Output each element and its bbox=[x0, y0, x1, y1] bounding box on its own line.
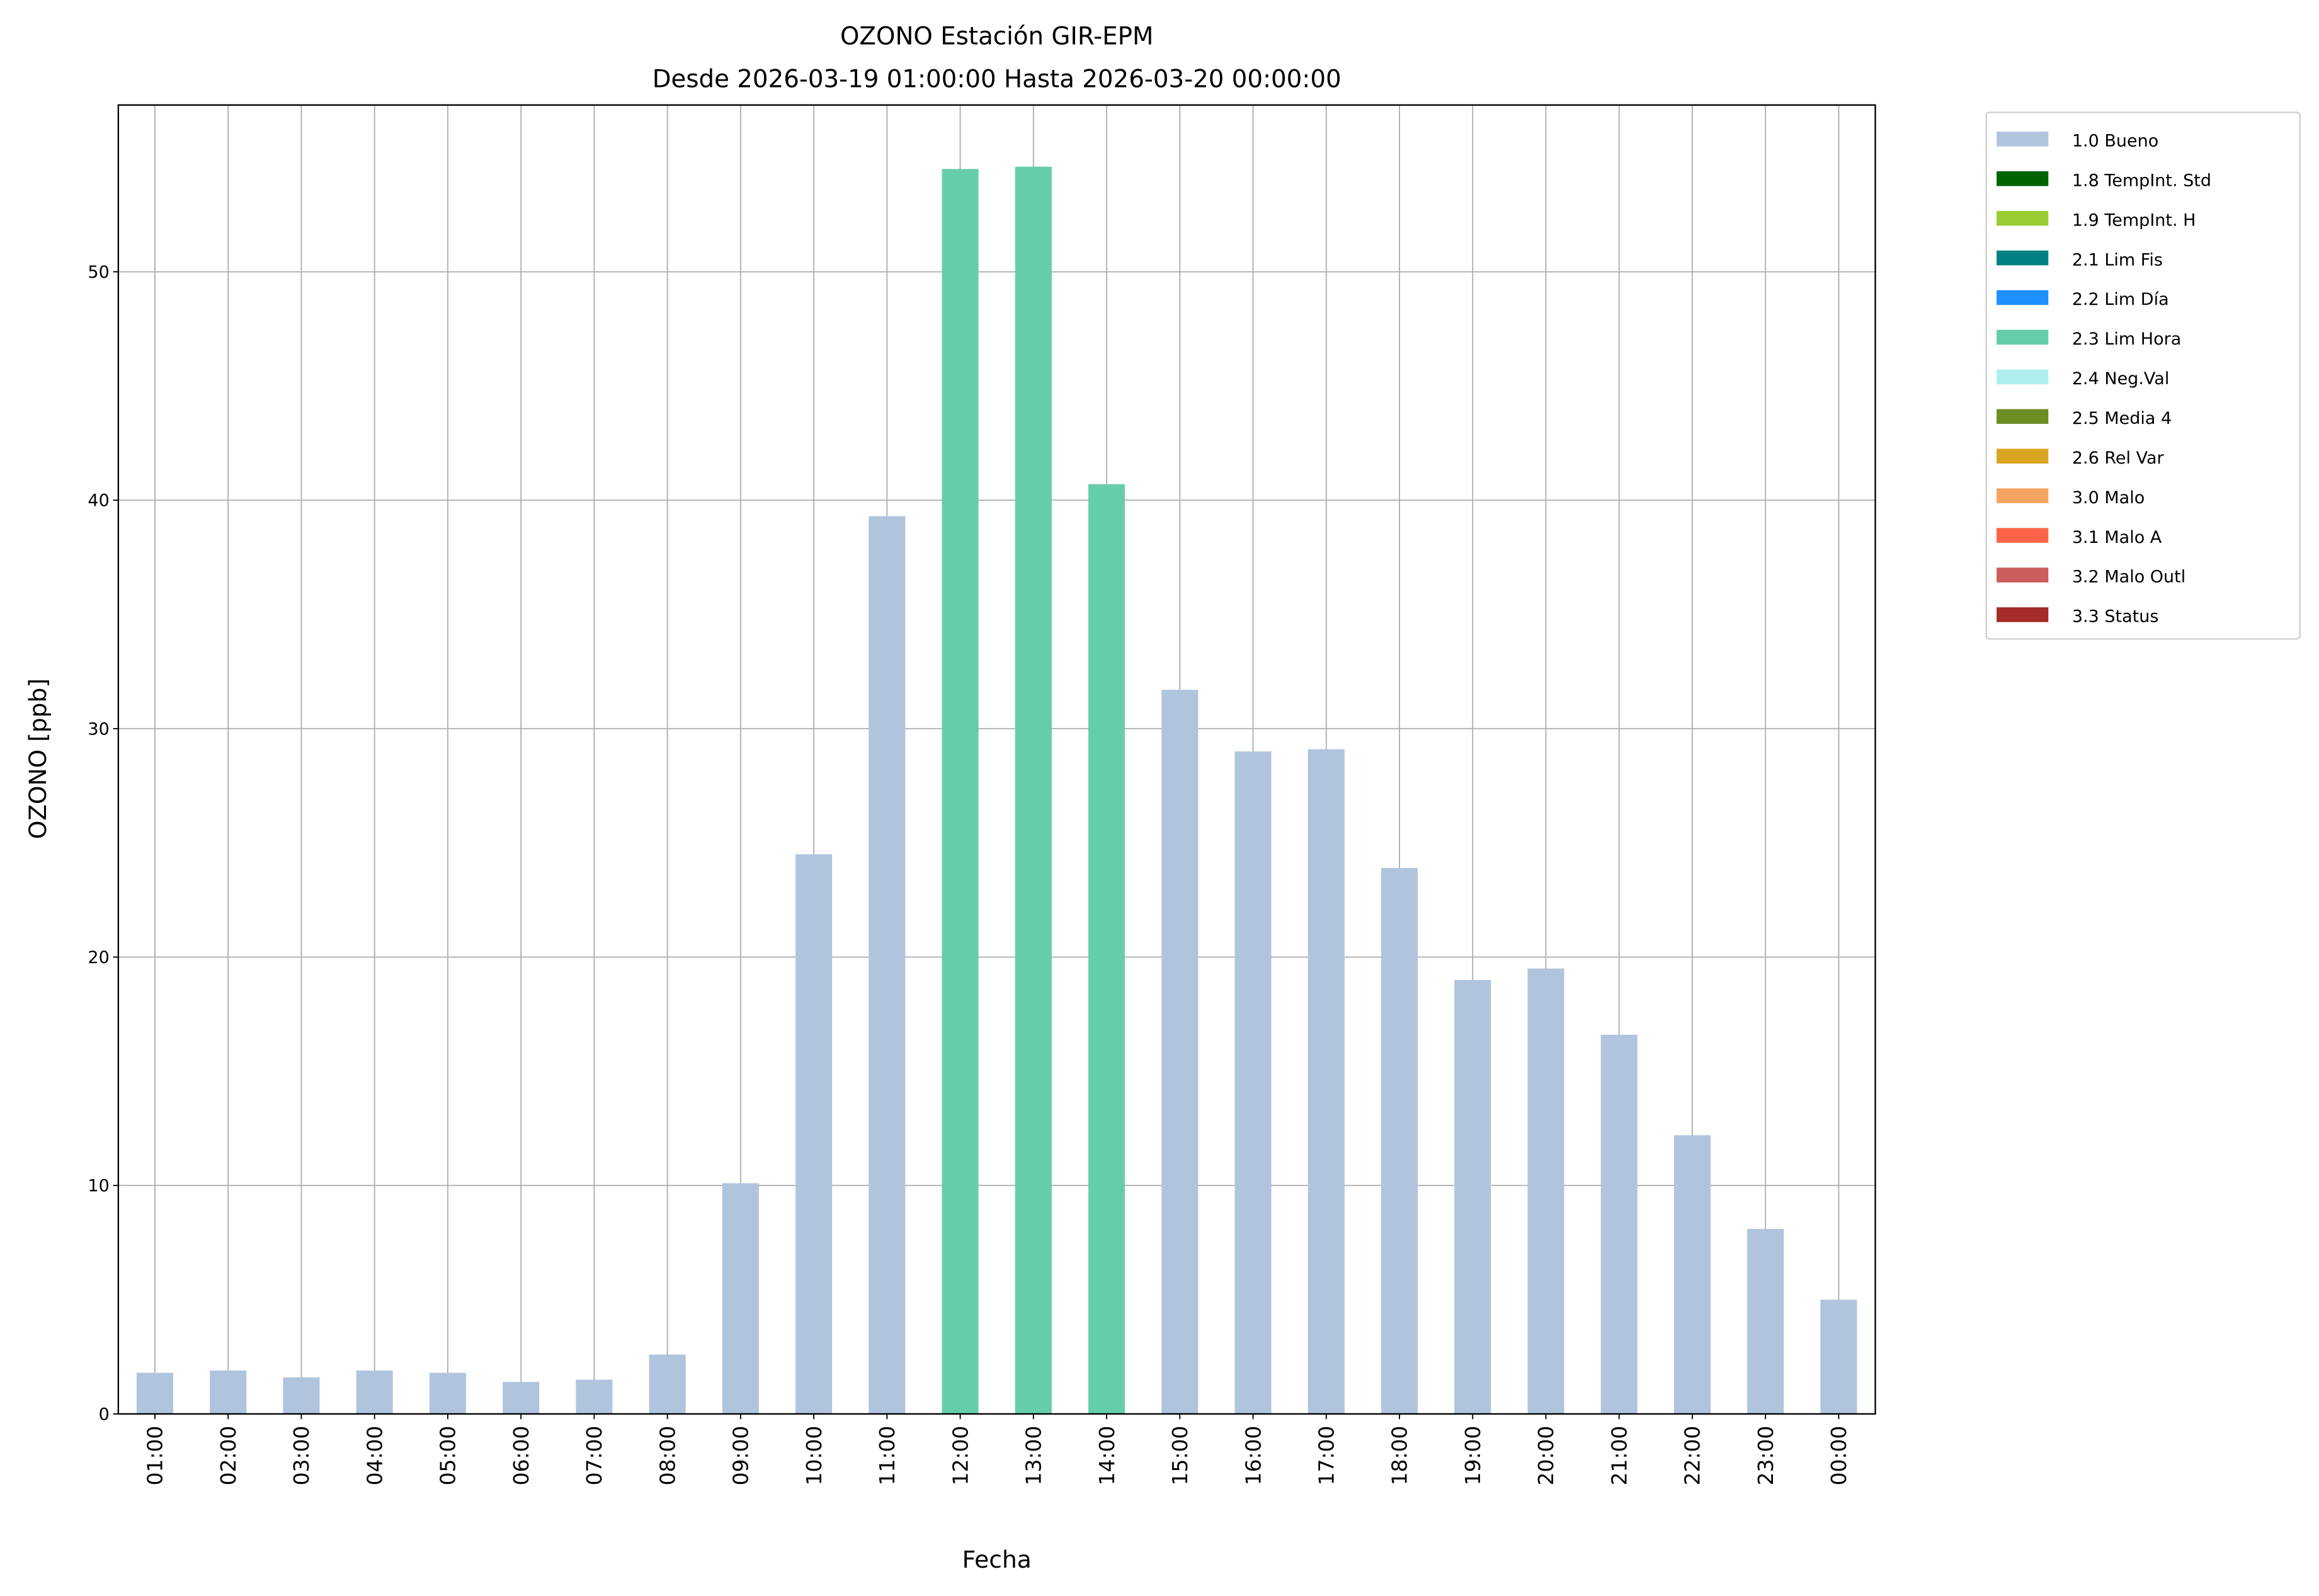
x-tick-label: 19:00 bbox=[1461, 1426, 1485, 1486]
x-tick-label: 20:00 bbox=[1534, 1426, 1558, 1486]
legend-swatch bbox=[1997, 607, 2049, 622]
bar-1700 bbox=[1308, 749, 1345, 1414]
legend-frame bbox=[1985, 111, 2301, 640]
bar-0000 bbox=[1820, 1299, 1857, 1414]
x-tick-label: 05:00 bbox=[436, 1426, 460, 1486]
legend-label: 2.4 Neg.Val bbox=[2072, 369, 2169, 389]
bar-1300 bbox=[1015, 166, 1052, 1414]
legend-swatch bbox=[1997, 528, 2049, 543]
y-axis-label: OZONO [ppb] bbox=[24, 678, 52, 839]
bar-2100 bbox=[1600, 1034, 1638, 1414]
legend-label: 2.2 Lim Día bbox=[2072, 290, 2169, 309]
legend-label: 2.3 Lim Hora bbox=[2072, 329, 2181, 349]
legend-swatch bbox=[1997, 132, 2049, 147]
legend-label: 1.0 Bueno bbox=[2072, 131, 2158, 151]
x-tick-label: 21:00 bbox=[1607, 1426, 1631, 1486]
x-tick-label: 17:00 bbox=[1314, 1426, 1339, 1486]
legend-swatch bbox=[1997, 171, 2049, 186]
bar-0600 bbox=[503, 1382, 540, 1414]
y-tick-label: 50 bbox=[88, 263, 109, 282]
y-tick-label: 0 bbox=[99, 1405, 110, 1424]
legend-label: 1.8 TempInt. Std bbox=[2072, 171, 2211, 190]
x-tick-label: 00:00 bbox=[1826, 1426, 1851, 1486]
legend-label: 3.3 Status bbox=[2072, 607, 2159, 627]
legend-swatch bbox=[1997, 567, 2049, 583]
legend-swatch bbox=[1997, 369, 2049, 385]
bar-2200 bbox=[1673, 1135, 1711, 1414]
x-tick-label: 22:00 bbox=[1680, 1426, 1705, 1486]
legend-label: 3.0 Malo bbox=[2072, 488, 2145, 508]
bar-0800 bbox=[649, 1354, 686, 1414]
bar-1000 bbox=[795, 854, 833, 1414]
y-axis: 0 10 20 30 40 50 bbox=[88, 263, 118, 1424]
x-tick-label: 12:00 bbox=[948, 1426, 972, 1486]
bar-0100 bbox=[136, 1372, 174, 1414]
x-tick-label: 09:00 bbox=[729, 1426, 753, 1486]
bar-0500 bbox=[429, 1372, 466, 1414]
y-tick-label: 10 bbox=[88, 1177, 109, 1196]
legend-label: 2.1 Lim Fis bbox=[2072, 250, 2163, 270]
bar-2000 bbox=[1527, 968, 1564, 1414]
legend-swatch bbox=[1997, 409, 2049, 425]
bar-1900 bbox=[1454, 979, 1491, 1414]
bar-1100 bbox=[869, 516, 906, 1414]
bar-1800 bbox=[1381, 868, 1418, 1414]
x-axis-label: Fecha bbox=[962, 1546, 1032, 1573]
bar-1500 bbox=[1161, 690, 1199, 1414]
legend-swatch bbox=[1997, 329, 2049, 345]
x-tick-label: 02:00 bbox=[216, 1426, 241, 1486]
x-tick-label: 15:00 bbox=[1168, 1426, 1192, 1486]
x-axis: 01:00 02:00 03:00 04:00 05:00 06:00 07:00 08:00… bbox=[143, 1413, 1851, 1486]
x-tick-label: 03:00 bbox=[289, 1426, 314, 1486]
legend-swatch bbox=[1997, 448, 2049, 464]
x-tick-label: 18:00 bbox=[1387, 1426, 1412, 1486]
plot-frame bbox=[117, 104, 1876, 1415]
bar-1200 bbox=[942, 169, 979, 1414]
x-tick-label: 07:00 bbox=[582, 1426, 607, 1486]
bar-1600 bbox=[1234, 751, 1272, 1414]
x-tick-label: 06:00 bbox=[509, 1426, 533, 1486]
legend-swatch bbox=[1997, 250, 2049, 266]
bar-0900 bbox=[722, 1183, 759, 1414]
x-tick-label: 11:00 bbox=[875, 1426, 899, 1486]
legend-label: 2.6 Rel Var bbox=[2072, 448, 2165, 468]
bars bbox=[136, 166, 1857, 1414]
x-tick-label: 23:00 bbox=[1753, 1426, 1778, 1486]
bar-1400 bbox=[1088, 484, 1125, 1414]
x-tick-label: 14:00 bbox=[1095, 1426, 1119, 1486]
x-tick-label: 16:00 bbox=[1241, 1426, 1265, 1486]
legend-label: 1.9 TempInt. H bbox=[2072, 210, 2196, 230]
legend-label: 3.1 Malo A bbox=[2072, 528, 2162, 547]
bar-0300 bbox=[283, 1377, 320, 1414]
y-tick-label: 40 bbox=[88, 491, 109, 511]
x-tick-label: 13:00 bbox=[1022, 1426, 1046, 1486]
legend-swatch bbox=[1997, 210, 2049, 226]
chart-subtitle: Desde 2026-03-19 01:00:00 Hasta 2026-03-… bbox=[652, 66, 1342, 94]
legend-label: 3.2 Malo Outl bbox=[2072, 567, 2185, 587]
y-tick-label: 30 bbox=[88, 719, 109, 739]
legend-swatch bbox=[1997, 488, 2049, 503]
x-tick-label: 10:00 bbox=[802, 1426, 826, 1486]
y-tick-label: 20 bbox=[88, 948, 109, 967]
bar-0200 bbox=[210, 1371, 247, 1414]
legend-swatch bbox=[1997, 290, 2049, 305]
legend-label: 2.5 Media 4 bbox=[2072, 409, 2172, 428]
bar-0400 bbox=[356, 1371, 393, 1414]
bar-2300 bbox=[1747, 1229, 1784, 1414]
legend: 1.0 Bueno 1.8 TempInt. Std 1.9 TempInt. H 2… bbox=[1985, 111, 2301, 640]
bar-0700 bbox=[576, 1379, 613, 1414]
chart-title: OZONO Estación GIR-EPM bbox=[840, 22, 1154, 50]
x-tick-label: 04:00 bbox=[362, 1426, 387, 1486]
x-tick-label: 01:00 bbox=[143, 1426, 168, 1486]
x-tick-label: 08:00 bbox=[655, 1426, 680, 1486]
